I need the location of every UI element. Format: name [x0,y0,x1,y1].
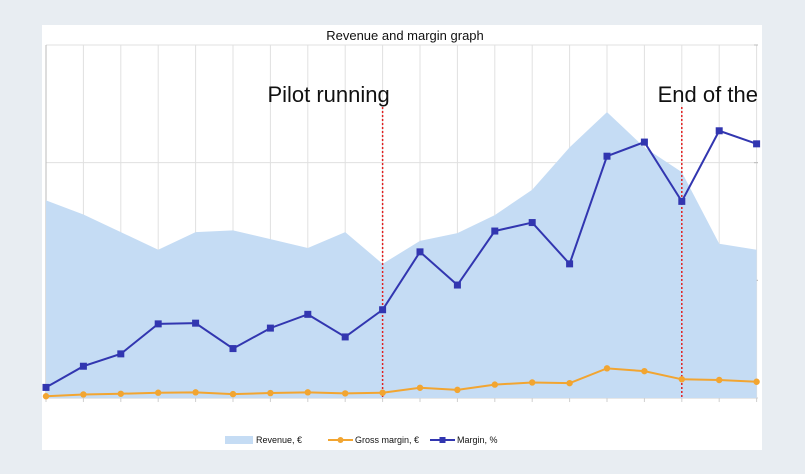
annotation-label: End of the pilot test [658,82,762,107]
margin-point [229,345,237,353]
gross-margin-point [603,365,611,372]
legend-marker-margin [439,437,446,443]
annotation-label: Pilot running [267,82,389,107]
margin-point [42,383,50,391]
gross-margin-point [753,378,760,385]
margin-point [154,320,162,328]
gross-margin-point [416,384,424,391]
margin-point [640,138,648,146]
gross-margin-point [566,379,573,387]
chart-title: Revenue and margin graph [326,28,484,43]
margin-point [416,248,424,256]
gross-margin-point [491,381,498,388]
gross-margin-point [716,376,723,384]
gross-margin-point [192,389,199,396]
margin-point [678,197,686,205]
gross-margin-point [342,390,349,397]
legend-label-gross-margin: Gross margin, € [355,435,419,445]
margin-point [453,281,461,289]
margin-line [45,129,757,389]
margin-point [715,127,723,135]
margin-point [491,227,499,235]
gross-margin-point [155,389,162,396]
margin-point [117,350,125,358]
chart-card: Revenue and margin graph Pilot running En… [42,25,762,450]
revenue-margin-chart: Revenue and margin graph Pilot running En… [42,28,762,445]
legend-label-margin: Margin, % [457,435,498,445]
gross-margin-point [229,390,237,398]
legend-swatch-revenue [225,436,253,444]
margin-point [192,319,200,327]
margin-point [566,260,574,268]
gross-margin-line [45,367,757,398]
gross-margin-point [117,390,125,397]
legend-marker-gross-margin [337,437,344,443]
gross-margin-point [529,379,536,386]
margin-point [341,333,349,341]
margin-point [79,362,87,370]
gross-margin-point [267,389,274,397]
margin-point [603,152,611,160]
gross-margin-point [42,393,50,400]
gross-margin-point [678,376,685,383]
margin-point [379,306,387,314]
legend-label-revenue: Revenue, € [256,435,302,445]
revenue-area [46,112,757,398]
gross-margin-point [80,391,87,398]
margin-point [528,219,536,227]
margin-point [753,140,761,148]
gross-margin-point [641,367,648,375]
gross-margin-point [454,386,461,394]
gross-margin-point [304,389,311,396]
margin-point [266,324,274,332]
gross-margin-point [379,389,386,396]
margin-point [304,310,312,318]
